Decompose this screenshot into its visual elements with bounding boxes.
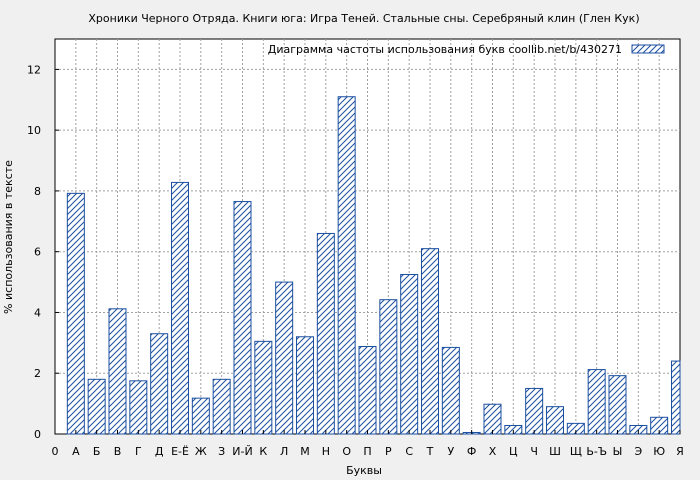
x-tick-label: Б bbox=[93, 445, 101, 458]
bar bbox=[337, 96, 356, 435]
bar bbox=[150, 333, 169, 435]
chart-title: Хроники Черного Отряда. Книги юга: Игра … bbox=[88, 12, 639, 25]
legend-swatch bbox=[631, 44, 665, 54]
y-axis-ticks: 0 2 4 6 8 10 12 bbox=[27, 63, 59, 441]
x-tick-label: А bbox=[72, 445, 80, 458]
bar bbox=[129, 380, 148, 435]
bar bbox=[587, 369, 606, 435]
bar bbox=[233, 201, 252, 435]
x-tick-label: Р bbox=[385, 445, 392, 458]
x-tick-label: Ю bbox=[653, 445, 665, 458]
x-tick-label: Ж bbox=[195, 445, 207, 458]
x-tick-label: Я bbox=[676, 445, 684, 458]
x-tick-label: Щ bbox=[570, 445, 582, 458]
x-tick-label: О bbox=[342, 445, 351, 458]
x-tick-label: Е-Ё bbox=[171, 445, 189, 458]
legend-label: Диаграмма частоты использования букв coo… bbox=[268, 43, 622, 56]
x-tick-label: Э bbox=[634, 445, 642, 458]
bar bbox=[358, 345, 377, 435]
y-tick-label: 2 bbox=[34, 367, 41, 380]
x-axis-ticks: 0 А Б В Г Д Е-Ё Ж З И-Й К Л М Н О П Р С Т У Ф Х Ц Ч Ш Щ Ь-Ъ Ы Э Ю Я bbox=[52, 430, 684, 458]
x-tick-label: Ш bbox=[549, 445, 561, 458]
x-tick-label: Д bbox=[155, 445, 164, 458]
y-tick-label: 8 bbox=[34, 185, 41, 198]
bar bbox=[108, 308, 127, 435]
x-tick-label: П bbox=[363, 445, 371, 458]
x-tick-label: Ы bbox=[613, 445, 623, 458]
bar bbox=[525, 387, 544, 435]
bar bbox=[379, 299, 398, 435]
bar bbox=[316, 232, 335, 435]
bar bbox=[483, 403, 502, 435]
bar bbox=[441, 346, 460, 435]
bar bbox=[296, 336, 314, 435]
y-tick-label: 6 bbox=[34, 246, 41, 259]
x-tick-label: Ф bbox=[467, 445, 476, 458]
x-tick-label: 0 bbox=[52, 445, 59, 458]
x-tick-label: Н bbox=[322, 445, 330, 458]
bar bbox=[87, 378, 106, 435]
x-tick-label: З bbox=[218, 445, 225, 458]
x-axis-label: Буквы bbox=[346, 464, 382, 477]
y-tick-label: 10 bbox=[27, 124, 41, 137]
bar bbox=[66, 192, 85, 435]
x-tick-label: М bbox=[300, 445, 310, 458]
x-tick-label: У bbox=[447, 445, 454, 458]
x-tick-label: Л bbox=[280, 445, 288, 458]
x-tick-label: К bbox=[259, 445, 267, 458]
x-tick-label: Ч bbox=[530, 445, 538, 458]
bar bbox=[254, 340, 273, 435]
bar bbox=[671, 360, 681, 435]
bar bbox=[421, 248, 439, 435]
x-tick-label: И-Й bbox=[232, 445, 252, 458]
x-tick-label: Г bbox=[135, 445, 142, 458]
bar bbox=[212, 378, 231, 435]
bar bbox=[400, 273, 419, 435]
bar bbox=[171, 181, 189, 435]
x-tick-label: Ц bbox=[509, 445, 518, 458]
x-tick-label: В bbox=[114, 445, 122, 458]
bars bbox=[66, 96, 681, 435]
y-tick-label: 12 bbox=[27, 63, 41, 76]
bar bbox=[608, 375, 627, 435]
x-tick-label: Х bbox=[489, 445, 497, 458]
bar bbox=[191, 397, 210, 435]
x-tick-label: Ь-Ъ bbox=[586, 445, 607, 458]
y-tick-label: 4 bbox=[34, 306, 41, 319]
bar bbox=[275, 281, 294, 435]
x-tick-label: Т bbox=[426, 445, 434, 458]
y-axis-label: % использования в тексте bbox=[2, 160, 15, 314]
legend: Диаграмма частоты использования букв coo… bbox=[268, 43, 665, 56]
y-tick-label: 0 bbox=[34, 428, 41, 441]
x-tick-label: С bbox=[405, 445, 413, 458]
bar bbox=[546, 406, 564, 435]
